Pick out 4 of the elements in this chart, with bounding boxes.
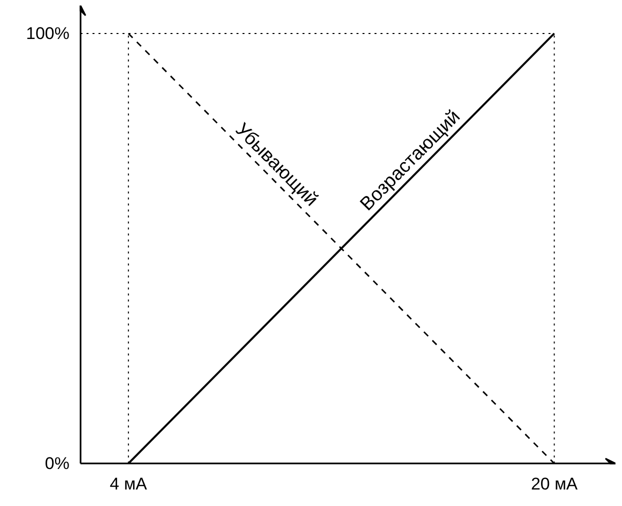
y-tick-label: 100% — [26, 24, 70, 43]
y-tick-label: 0% — [44, 454, 70, 473]
x-tick-label: 4 мА — [110, 474, 148, 494]
x-tick-label: 20 мА — [530, 474, 578, 494]
